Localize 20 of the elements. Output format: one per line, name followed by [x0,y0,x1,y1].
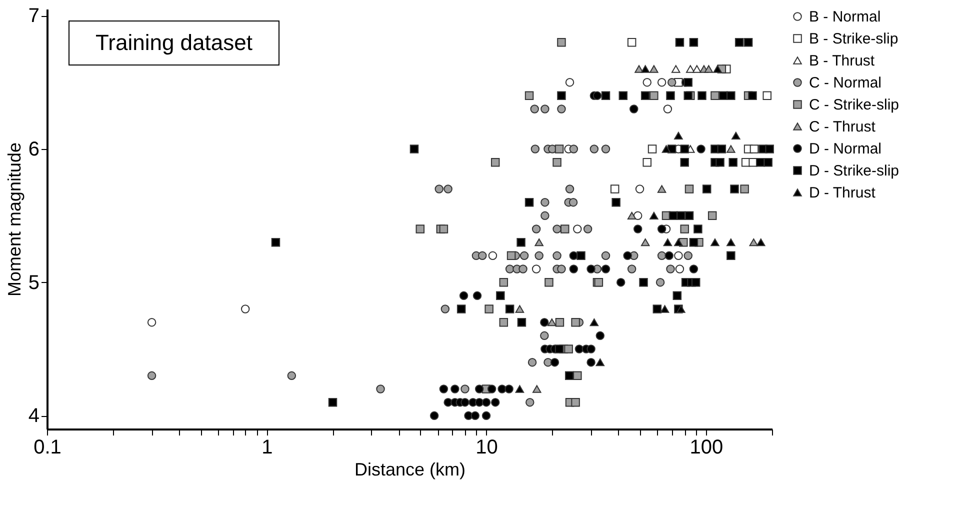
x-tick-label: 0.1 [34,436,62,458]
legend-label: D - Strike-slip [809,162,900,180]
legend-label: D - Normal [809,140,882,158]
legend-label: C - Normal [809,74,882,92]
y-tick-label: 7 [28,5,40,28]
legend-label: C - Strike-slip [809,96,900,114]
legend-label: B - Thrust [809,52,876,70]
y-tick-label: 6 [28,138,40,160]
legend-label: C - Thrust [809,118,876,136]
legend-label: D - Thrust [809,184,876,202]
legend-label: B - Normal [809,8,881,26]
y-axis-title: Moment magnitude [4,142,24,297]
x-axis-title: Distance (km) [354,460,466,480]
y-tick-label: 4 [28,405,40,428]
annotation: Training dataset [96,30,252,55]
legend-label: B - Strike-slip [809,30,898,48]
x-tick-label: 10 [476,436,498,458]
x-tick-label: 100 [690,436,724,458]
y-tick-label: 5 [28,272,40,294]
x-tick-label: 1 [262,436,273,458]
